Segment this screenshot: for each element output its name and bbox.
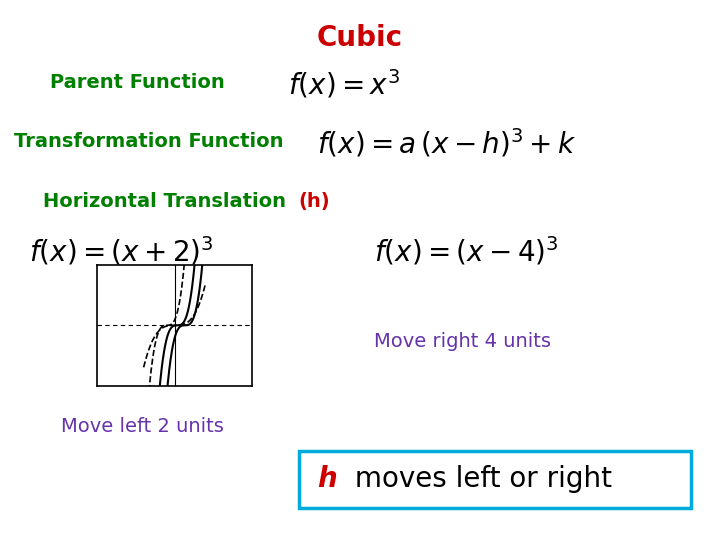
Text: $f(x) = (x - 4)^3$: $f(x) = (x - 4)^3$	[374, 235, 559, 268]
Text: Move right 4 units: Move right 4 units	[374, 332, 552, 351]
Text: Cubic: Cubic	[317, 24, 403, 52]
Text: Horizontal Translation: Horizontal Translation	[43, 192, 287, 211]
Text: moves left or right: moves left or right	[346, 465, 611, 493]
Text: $f(x) = (x + 2)^3$: $f(x) = (x + 2)^3$	[29, 235, 214, 268]
Text: $f(x) = a\,(x - h)^3 + k$: $f(x) = a\,(x - h)^3 + k$	[317, 127, 577, 160]
Text: h: h	[317, 465, 336, 493]
Text: Transformation Function: Transformation Function	[14, 132, 284, 151]
Text: $f(x) = x^3$: $f(x) = x^3$	[288, 68, 400, 100]
Text: Move left 2 units: Move left 2 units	[61, 417, 224, 436]
Text: Parent Function: Parent Function	[50, 73, 225, 92]
FancyBboxPatch shape	[299, 451, 691, 508]
Text: (h): (h)	[299, 192, 330, 211]
